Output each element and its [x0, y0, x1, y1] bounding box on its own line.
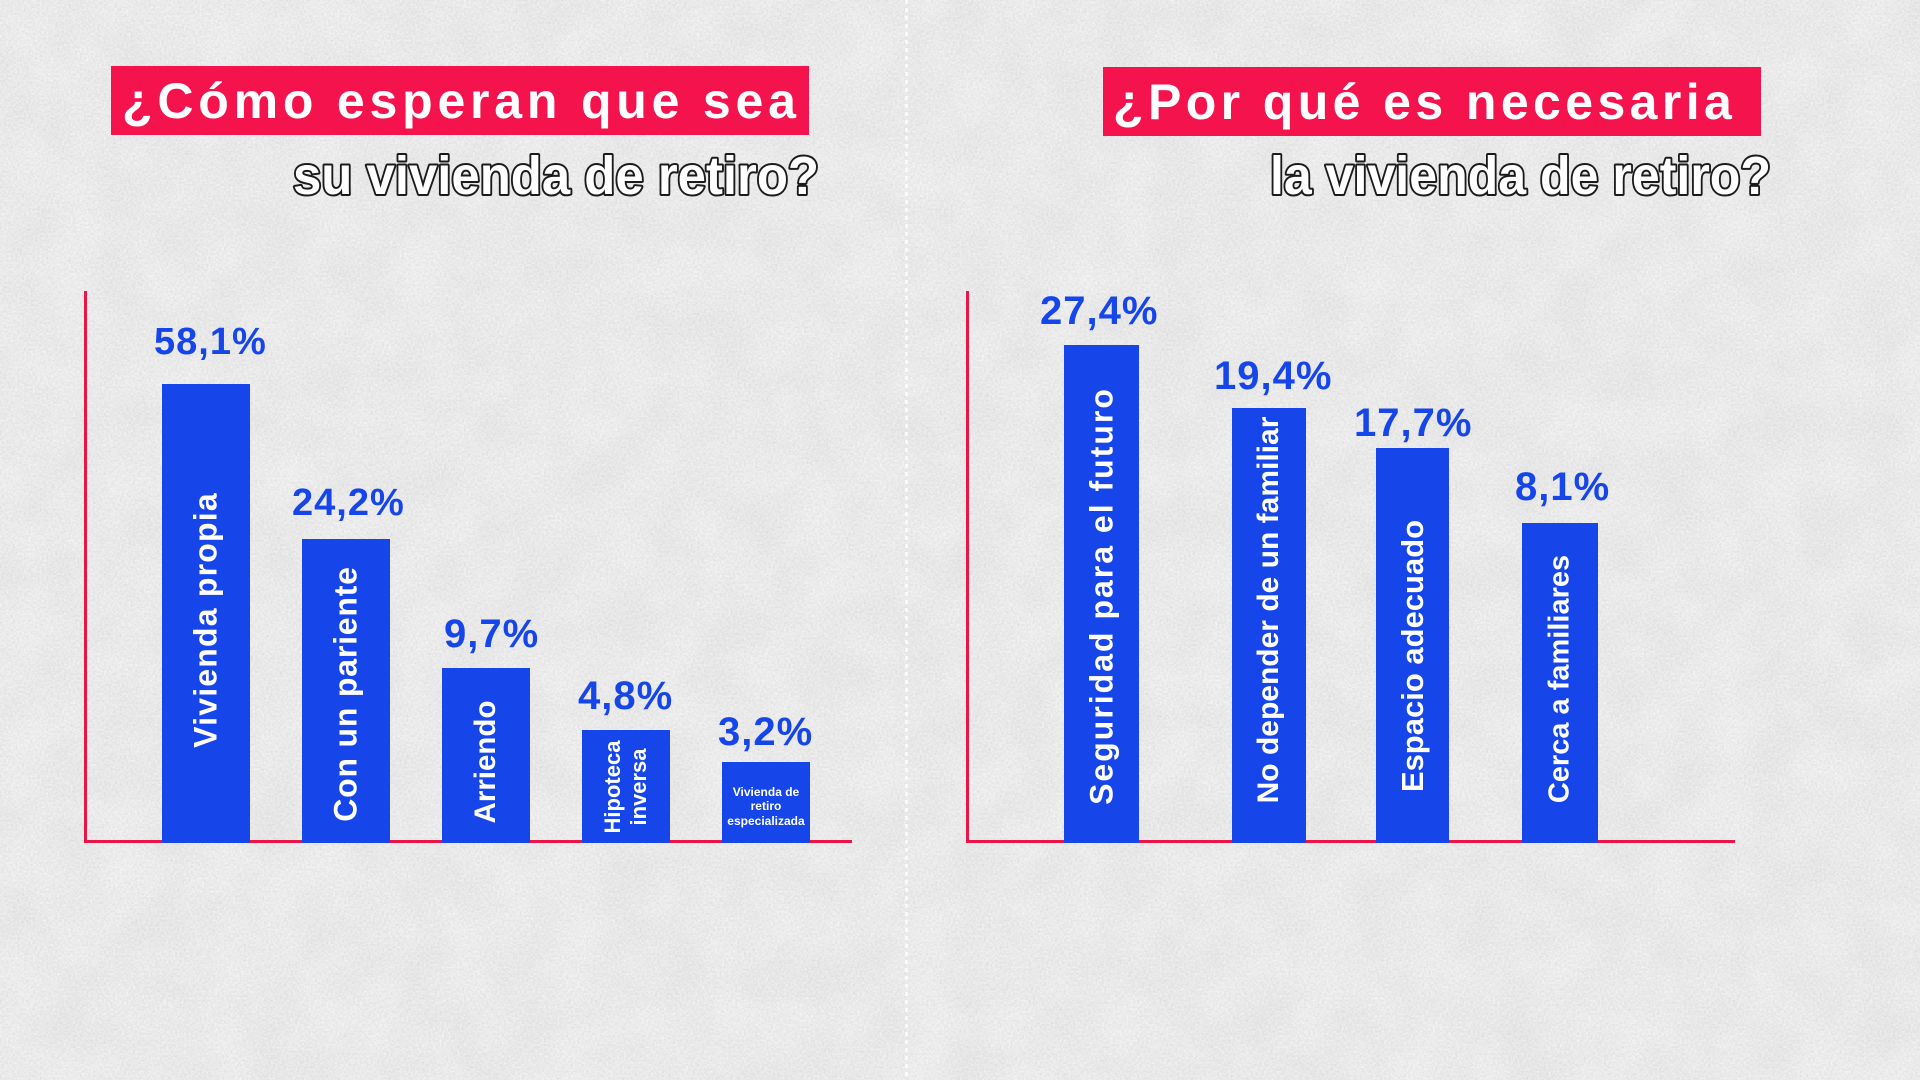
svg-text:la vivienda de retiro?: la vivienda de retiro?: [1270, 146, 1771, 206]
svg-text:su vivienda de retiro?: su vivienda de retiro?: [293, 146, 819, 206]
